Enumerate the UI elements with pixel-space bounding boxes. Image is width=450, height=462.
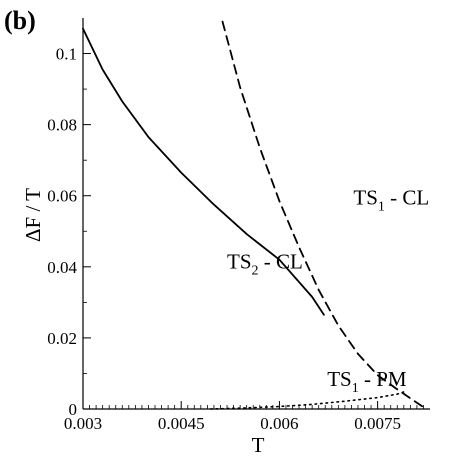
x-tick-label: 0.0075 (354, 414, 401, 433)
series-line-dotted (209, 391, 405, 410)
axis-ticks: 0.003 0.0045 0.006 0.0075 0 0.02 0.04 0.06 0.08 0… (47, 45, 424, 433)
curve-annotation: TS2 - CL (227, 250, 303, 279)
curve-annotations: TS1 - CL TS2 - CL TS1 - PM (227, 186, 429, 396)
y-tick-label: 0.04 (47, 258, 77, 277)
x-tick-label: 0.003 (64, 414, 102, 433)
y-tick-label: 0.06 (47, 187, 77, 206)
y-tick-label: 0.08 (47, 116, 77, 135)
curve-annotation: TS1 - PM (327, 367, 407, 396)
panel-label: (b) (4, 6, 36, 35)
curve-annotation: TS1 - CL (353, 186, 429, 215)
y-tick-label: 0 (69, 400, 78, 419)
y-tick-label: 0.02 (47, 329, 77, 348)
y-tick-label: 0.1 (56, 45, 77, 64)
series-line-solid (82, 27, 325, 316)
x-tick-label: 0.0045 (158, 414, 205, 433)
x-tick-label: 0.006 (260, 414, 298, 433)
series-line-dashed (221, 20, 425, 409)
x-axis-title: T (252, 433, 265, 457)
series-lines (82, 20, 425, 410)
y-axis-title: ΔF / T (21, 188, 45, 242)
plot-area: 0.003 0.0045 0.006 0.0075 0 0.02 0.04 0.06 0.08 0… (47, 18, 430, 433)
